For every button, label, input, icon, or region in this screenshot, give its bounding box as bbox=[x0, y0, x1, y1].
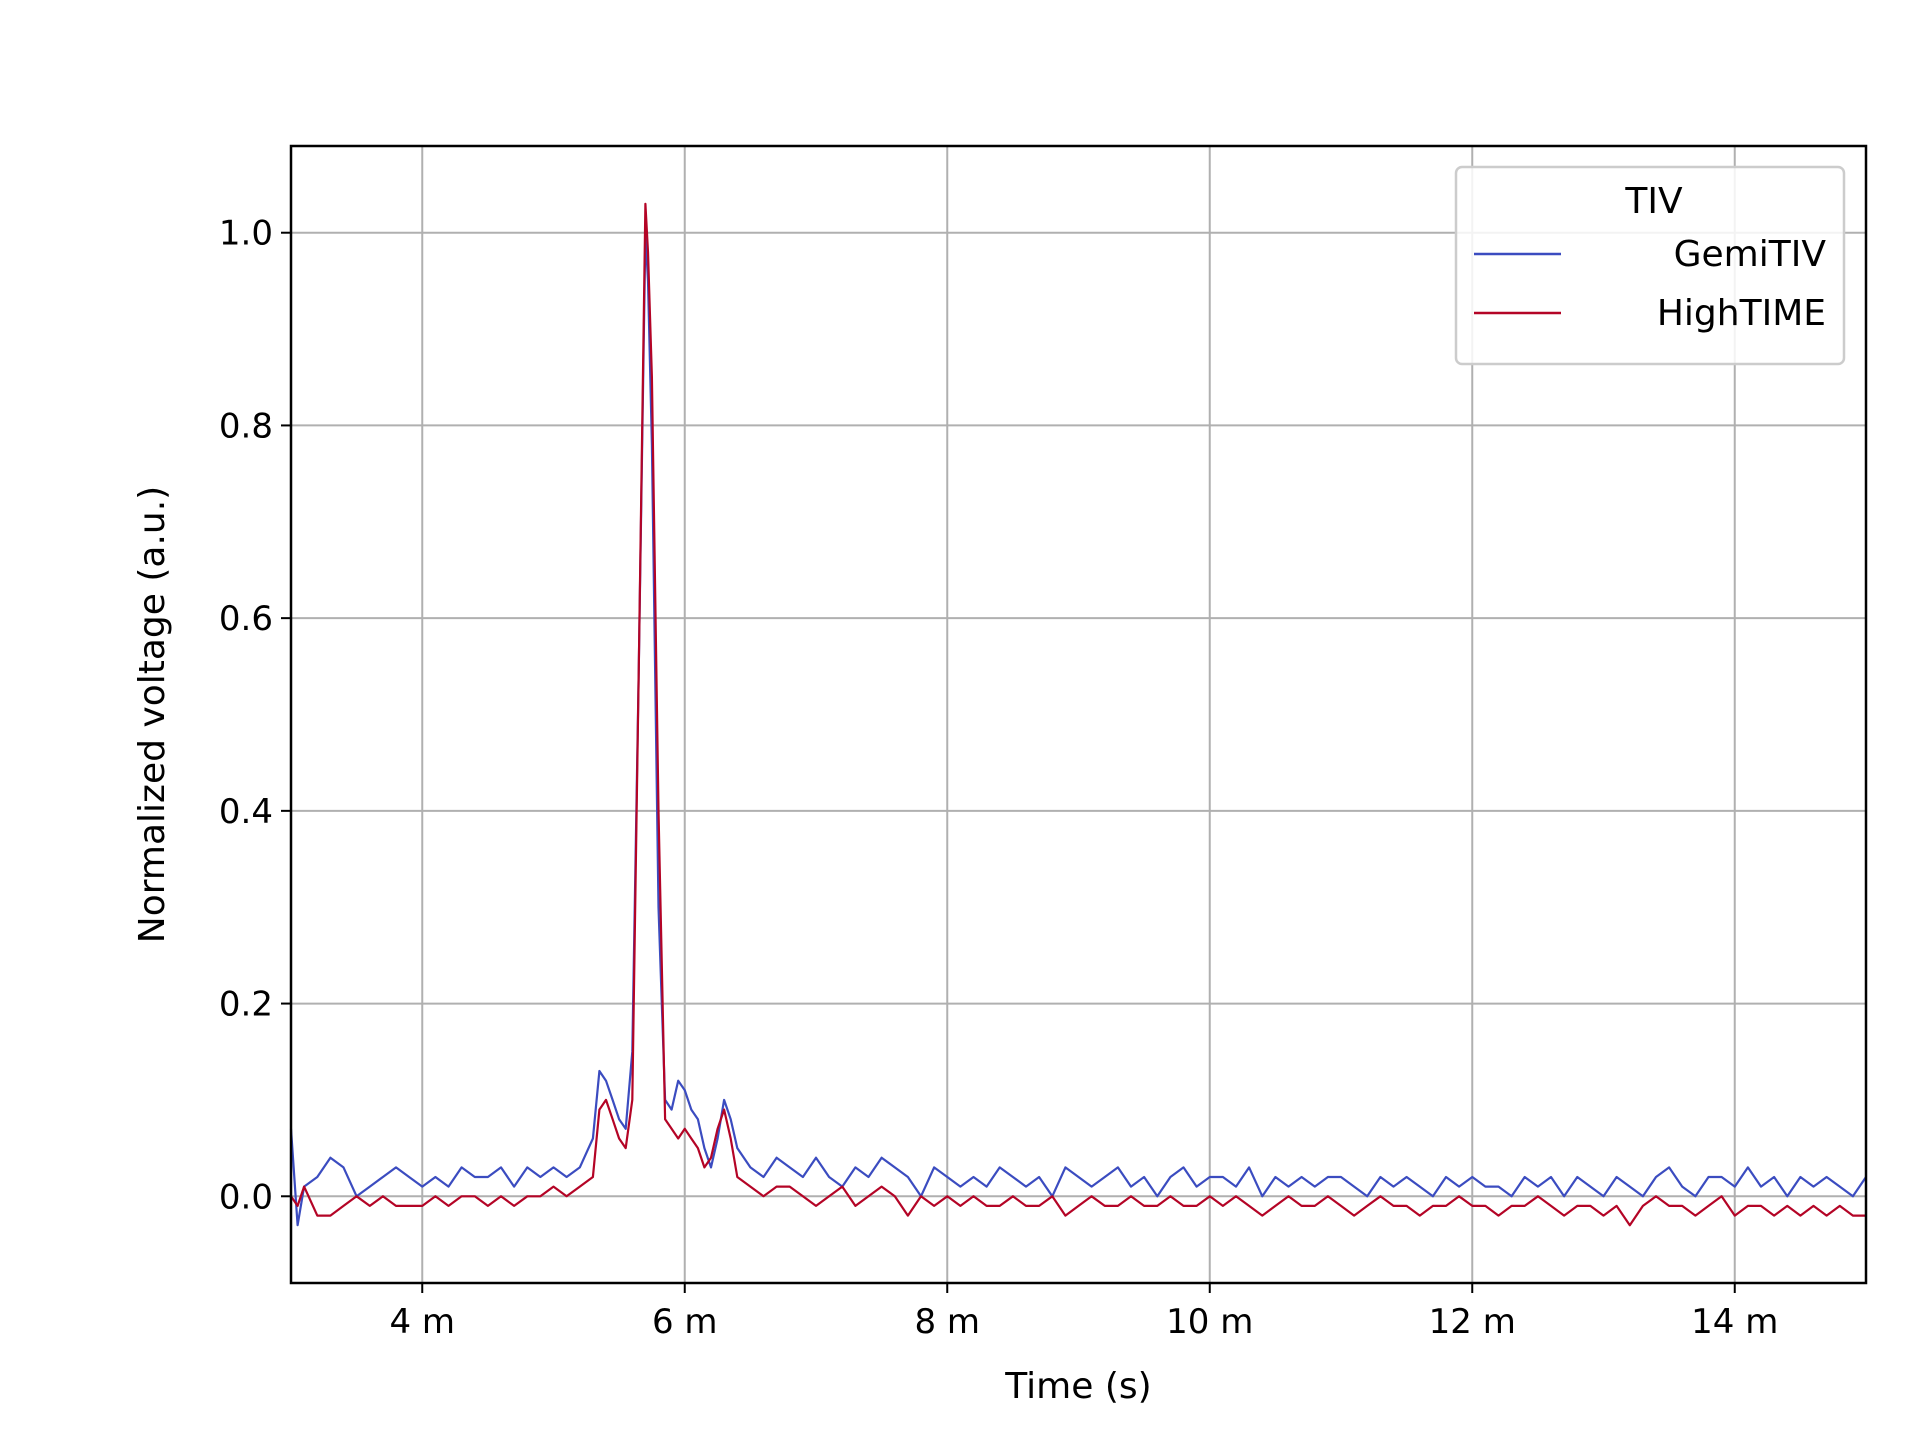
series-line-gemitiv bbox=[289, 231, 1867, 1227]
y-tick-label: 0.8 bbox=[219, 406, 273, 446]
y-tick-label: 0.4 bbox=[219, 792, 273, 832]
x-tick-label: 8 m bbox=[914, 1302, 980, 1342]
series-line-hightime bbox=[290, 202, 1866, 1227]
legend: TIV GemiTIV HighTIME bbox=[1454, 165, 1846, 366]
y-tick-label: 0.0 bbox=[219, 1177, 273, 1217]
legend-label-hightime: HighTIME bbox=[1657, 293, 1826, 334]
legend-title: TIV bbox=[1624, 181, 1683, 222]
legend-box bbox=[1454, 165, 1846, 366]
y-axis-title: Normalized voltage (a.u.) bbox=[132, 486, 173, 943]
series-lines bbox=[289, 202, 1867, 1227]
y-tick-label: 0.6 bbox=[219, 599, 273, 639]
x-axis-title: Time (s) bbox=[1004, 1366, 1151, 1407]
y-tick-label: 1.0 bbox=[219, 214, 273, 254]
legend-label-gemitiv: GemiTIV bbox=[1674, 234, 1827, 275]
x-tick-label: 6 m bbox=[652, 1302, 718, 1342]
x-tick-label: 10 m bbox=[1166, 1302, 1253, 1342]
plot-frame bbox=[289, 144, 1868, 1285]
y-axis-ticks: 0.0 0.2 0.4 0.6 0.8 1.0 bbox=[219, 214, 291, 1217]
x-tick-label: 14 m bbox=[1691, 1302, 1778, 1342]
x-axis-ticks: 4 m 6 m 8 m 10 m 12 m 14 m bbox=[389, 1283, 1778, 1342]
x-tick-label: 4 m bbox=[389, 1302, 455, 1342]
grid bbox=[291, 146, 1866, 1283]
x-tick-label: 12 m bbox=[1429, 1302, 1516, 1342]
y-tick-label: 0.2 bbox=[219, 985, 273, 1025]
